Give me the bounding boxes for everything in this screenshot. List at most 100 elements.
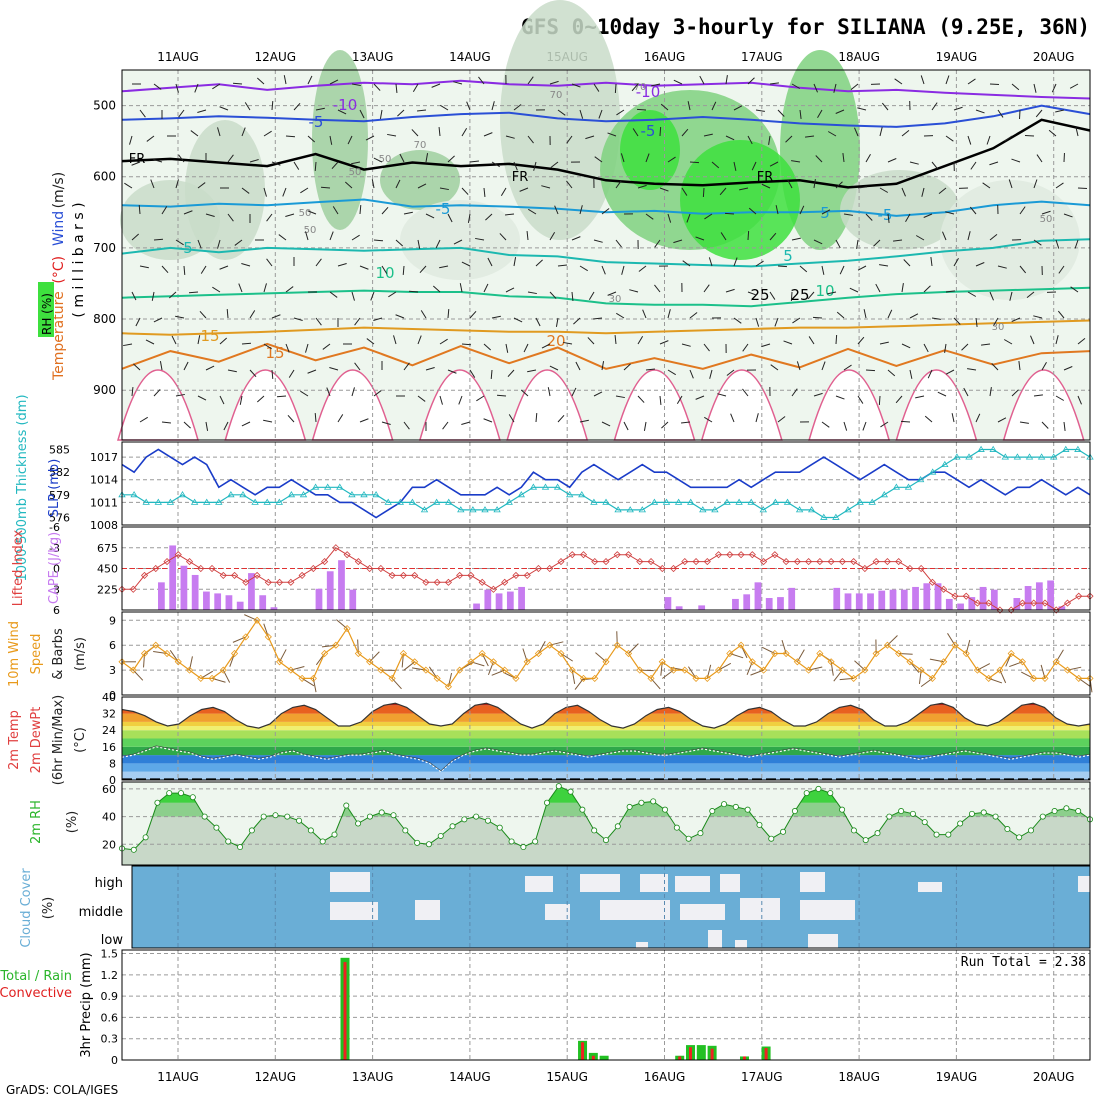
- upper-air-ylabel-part: Temperature: [51, 291, 67, 381]
- thickness-point: [432, 498, 441, 505]
- wind-barb: [1036, 154, 1043, 163]
- wind-barb: [161, 265, 169, 274]
- thickness-tick-label: 579: [49, 489, 70, 502]
- wind-barb: [505, 287, 515, 293]
- wind-ylabel: & Barbs: [51, 628, 66, 680]
- precip-total-bar: [599, 1055, 609, 1060]
- wind-barb: [453, 81, 463, 85]
- wind-barb: [438, 126, 441, 137]
- wind-barb: [373, 239, 384, 242]
- rh2m-tick-label: 20: [102, 838, 116, 851]
- wind-barb: [305, 231, 309, 241]
- lifted-index-point: [703, 558, 711, 566]
- wind-barb: [249, 310, 256, 319]
- wind-barb: [351, 83, 361, 87]
- wind-barb: [271, 100, 274, 111]
- wind-barb: [687, 101, 691, 111]
- wind-barb: [967, 78, 976, 85]
- wind-ylabel: (m/s): [73, 637, 88, 671]
- wind-speed-line: [121, 619, 1090, 688]
- rh2m-point: [815, 785, 822, 792]
- thickness-point: [723, 498, 731, 505]
- thickness-point: [941, 460, 949, 468]
- precip-convective-bar: [678, 1056, 682, 1060]
- wind-barb: [527, 76, 534, 85]
- wind-barb: [598, 109, 603, 119]
- wind-barb: [975, 317, 978, 327]
- rh2m-point: [378, 809, 385, 816]
- cape-bar: [889, 589, 897, 610]
- lifted-index-point: [1063, 599, 1072, 607]
- wind-barb: [755, 317, 760, 327]
- wind-speed-point: [1075, 674, 1083, 682]
- wind-barb: [733, 161, 737, 171]
- wind-barb: [878, 395, 881, 406]
- li-ylabel: Lifted Index: [11, 529, 26, 606]
- wind-speed-point: [1052, 658, 1060, 666]
- cloud-mid-block: [545, 904, 570, 920]
- wind-barb: [431, 83, 441, 88]
- wind-barb: [307, 75, 313, 85]
- wind-barb: [909, 369, 913, 379]
- rh2m-point: [1016, 834, 1023, 841]
- cloud-level-label: high: [95, 876, 123, 891]
- wind-barb: [659, 126, 662, 137]
- isotherm-label: -10: [333, 96, 358, 114]
- wind-barb: [541, 343, 551, 349]
- wind-speed-point: [906, 658, 914, 666]
- date-label-bottom: 12AUG: [255, 1070, 297, 1084]
- wind-barb: [219, 265, 229, 270]
- wind-barb: [686, 213, 691, 223]
- wind-barb: [420, 310, 427, 319]
- cape-bar: [957, 603, 964, 610]
- lifted-index-point: [456, 571, 464, 579]
- date-label-top: 12AUG: [255, 50, 297, 64]
- cape-tick-label: 450: [97, 563, 118, 576]
- thickness-point: [614, 506, 622, 513]
- wind-barb: [813, 239, 823, 245]
- cape-bar: [698, 605, 706, 610]
- wind-barb: [359, 109, 365, 119]
- thickness-point: [747, 498, 755, 505]
- thickness-point: [662, 498, 671, 505]
- lifted-index-point: [692, 558, 700, 566]
- lifted-index-point: [129, 585, 137, 593]
- wind-barb: [326, 387, 331, 397]
- wind-barb: [739, 187, 749, 191]
- wind-speed-point: [692, 674, 700, 682]
- wind-barb: [505, 343, 509, 353]
- wind-barb: [813, 179, 816, 189]
- rh2m-point: [484, 817, 491, 824]
- wind-barb: [835, 109, 845, 114]
- lifted-index-point: [838, 558, 846, 566]
- wind-barb: [704, 416, 713, 423]
- cloud-high-block: [800, 872, 825, 892]
- cloud-ylabel: (%): [41, 897, 56, 920]
- lifted-index-point: [366, 564, 374, 573]
- rh2m-point: [968, 810, 975, 817]
- wind-barb: [469, 160, 480, 163]
- wind-speed-point: [850, 674, 858, 682]
- wind-barb: [588, 291, 595, 300]
- wind-barb: [967, 231, 971, 241]
- wind-barb: [249, 159, 259, 163]
- wind-barb: [1019, 265, 1027, 274]
- upper-air-ylabel-part: (°C): [51, 256, 67, 284]
- lifted-index-point: [185, 558, 194, 566]
- wind-barb: [293, 102, 301, 111]
- wind-barb: [975, 262, 985, 267]
- wind-barb: [661, 421, 669, 429]
- wind-barb: [381, 206, 389, 215]
- wind-barb: [241, 187, 250, 194]
- thickness-line: [122, 448, 1091, 519]
- wind-barb: [447, 213, 453, 223]
- thickness-point: [142, 498, 150, 505]
- rh2m-point: [697, 830, 704, 837]
- wind-tick-label: 6: [109, 639, 116, 652]
- wind-barb: [197, 182, 206, 189]
- wind-speed-point: [624, 649, 633, 658]
- wind-barb: [1041, 361, 1047, 371]
- wind-barb: [366, 338, 375, 345]
- freezing-level-label: FR: [512, 170, 529, 185]
- thickness-point: [178, 491, 187, 498]
